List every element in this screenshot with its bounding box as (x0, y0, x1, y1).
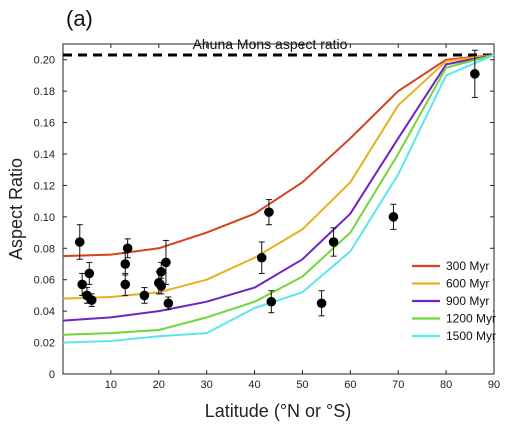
data-point (84, 268, 95, 279)
y-tick-label: 0.04 (34, 306, 55, 318)
observation (316, 290, 327, 317)
data-point (316, 298, 327, 309)
legend-label: 1200 Myr (446, 312, 496, 326)
series-line-600-myr (62, 54, 495, 300)
data-point (120, 259, 131, 269)
data-point (470, 69, 480, 79)
series-line-300-myr (62, 54, 495, 258)
data-point (86, 295, 97, 305)
x-tick-label: 30 (201, 379, 213, 391)
y-tick-label: 0.08 (34, 243, 55, 255)
observation (256, 241, 267, 274)
legend-label: 300 Myr (446, 259, 489, 273)
observation (264, 199, 274, 226)
y-tick-label: 0.02 (34, 338, 55, 350)
data-point (139, 290, 150, 301)
panel-label: (a) (66, 6, 93, 31)
observation-points (74, 49, 480, 317)
y-axis: 0 0.02 0.04 0.06 0.08 0.10 0.12 0.14 0.16 0.18 0.2… (34, 55, 494, 381)
observation (163, 296, 174, 311)
y-tick-label: 0.14 (34, 149, 55, 161)
observation (122, 238, 133, 259)
y-tick-label: 0 (49, 369, 55, 381)
data-point (256, 252, 267, 263)
legend-label: 600 Myr (446, 277, 489, 291)
x-tick-label: 10 (105, 379, 117, 391)
reference-line-label: Ahuna Mons aspect ratio (193, 36, 348, 52)
y-tick-label: 0.12 (34, 180, 55, 192)
data-point (156, 267, 166, 277)
data-point (120, 279, 131, 290)
observation (120, 272, 131, 296)
series-line-1200-myr (62, 54, 495, 336)
legend-box (405, 258, 493, 356)
observation (328, 227, 339, 257)
plot-area (62, 43, 495, 375)
x-tick-label: 80 (440, 379, 452, 391)
observation (86, 293, 97, 307)
data-point (266, 296, 277, 307)
data-point (122, 243, 133, 254)
observation (388, 203, 399, 230)
observation (139, 287, 150, 304)
data-point (328, 237, 339, 247)
legend-label: 900 Myr (446, 294, 489, 308)
legend-label: 1500 Myr (446, 329, 496, 343)
y-tick-label: 0.16 (34, 118, 55, 130)
observation (77, 272, 87, 296)
series-line-1500-myr (62, 54, 495, 344)
data-point (161, 257, 171, 268)
reference-line: Ahuna Mons aspect ratio (63, 36, 494, 57)
x-tick-label: 60 (344, 379, 356, 391)
x-tick-label: 50 (296, 379, 308, 391)
data-point (163, 298, 174, 309)
x-tick-label: 70 (392, 379, 404, 391)
observation (161, 239, 171, 285)
y-tick-label: 0.06 (34, 275, 55, 287)
y-tick-label: 0.10 (34, 212, 55, 224)
x-axis: 10 20 30 40 50 60 70 80 90 (105, 44, 500, 391)
series-lines (62, 54, 495, 344)
plot-frame (62, 43, 495, 375)
legend: 300 Myr 600 Myr 900 Myr 1200 Myr 1500 Myr (405, 258, 496, 356)
x-tick-label: 90 (488, 379, 500, 391)
y-axis-title: Aspect Ratio (6, 158, 26, 260)
series-line-900-myr (62, 54, 495, 322)
data-point (77, 279, 87, 290)
data-point (74, 237, 85, 247)
x-tick-label: 40 (248, 379, 260, 391)
data-point (156, 281, 166, 291)
observation (120, 252, 131, 276)
data-point (388, 212, 399, 222)
observation (74, 224, 85, 260)
x-tick-label: 20 (153, 379, 165, 391)
x-axis-title: Latitude (°N or °S) (205, 401, 351, 421)
observation (84, 261, 95, 285)
y-tick-label: 0.20 (34, 55, 55, 67)
data-point (264, 207, 274, 217)
y-tick-label: 0.18 (34, 86, 55, 98)
observation (156, 277, 166, 295)
observation (266, 290, 277, 314)
observation (470, 49, 480, 98)
